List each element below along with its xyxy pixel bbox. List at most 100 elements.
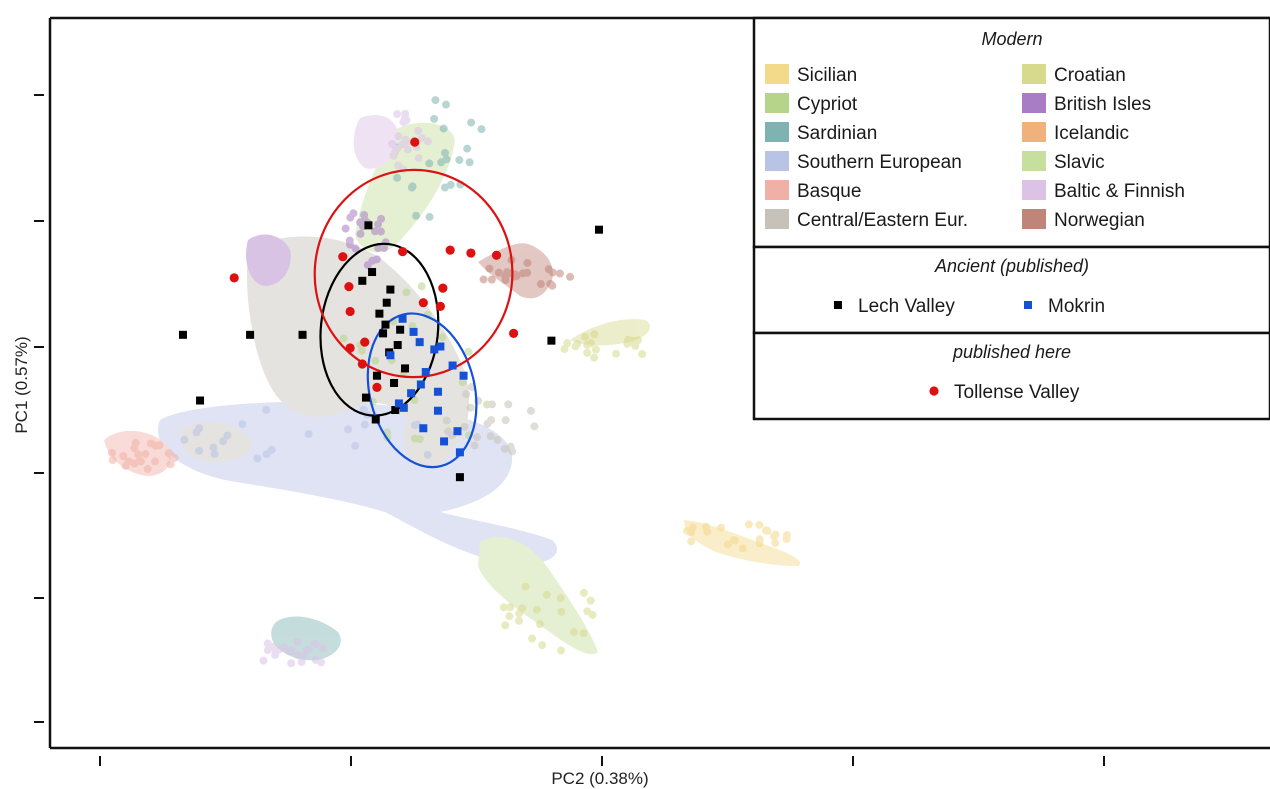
modern-point — [143, 464, 152, 473]
point-lech-valley — [246, 330, 255, 339]
modern-point — [165, 450, 174, 459]
point-tollense-valley — [397, 247, 408, 257]
modern-point — [470, 441, 479, 450]
point-mokrin — [407, 389, 416, 398]
point-tollense-valley — [345, 306, 355, 317]
legend-swatch — [1022, 93, 1046, 113]
point-lech-valley — [368, 268, 377, 277]
modern-point — [210, 449, 219, 458]
modern-point — [339, 334, 348, 343]
modern-point — [345, 236, 354, 245]
modern-point — [463, 144, 472, 153]
legend-label: Sardinian — [797, 123, 877, 144]
modern-point — [414, 154, 423, 163]
modern-point — [591, 345, 600, 354]
legend-modern-entries: Sicilian Croatian Cypriot British Isles Sard… — [765, 64, 1185, 231]
modern-point — [437, 158, 446, 167]
modern-point — [464, 347, 473, 356]
modern-point — [579, 629, 588, 638]
modern-point — [782, 535, 791, 544]
point-tollense-valley — [357, 359, 367, 369]
point-mokrin — [415, 338, 424, 347]
point-mokrin — [436, 342, 445, 351]
modern-point — [546, 279, 555, 288]
point-lech-valley — [364, 221, 373, 230]
modern-point — [499, 603, 508, 612]
modern-point — [317, 658, 326, 667]
modern-point — [358, 346, 367, 355]
legend-swatch — [765, 93, 789, 113]
modern-point — [701, 522, 710, 531]
point-lech-valley — [393, 341, 402, 350]
point-tollense-valley — [410, 137, 420, 147]
point-tollense-valley — [360, 337, 370, 347]
modern-point — [425, 159, 434, 168]
modern-point — [477, 125, 486, 134]
modern-point — [771, 530, 780, 539]
modern-point — [536, 280, 545, 289]
modern-point — [487, 400, 496, 409]
modern-point — [412, 211, 421, 220]
modern-point — [304, 645, 313, 654]
legend-published-here-entries: Tollense Valley — [929, 382, 1080, 403]
modern-point — [219, 437, 228, 446]
modern-point — [195, 424, 204, 433]
modern-point — [371, 227, 380, 236]
point-mokrin — [433, 406, 442, 415]
modern-point — [548, 268, 557, 277]
modern-point — [349, 209, 358, 218]
point-lech-valley — [361, 393, 370, 402]
modern-point — [423, 450, 432, 459]
legend-swatch — [1022, 180, 1046, 200]
point-mokrin — [394, 399, 403, 408]
cloud-slavic — [478, 537, 598, 655]
y-ticks — [34, 94, 44, 723]
modern-point — [209, 443, 218, 452]
modern-point — [563, 339, 572, 348]
point-lech-valley — [381, 320, 390, 329]
point-tollense-valley — [418, 298, 428, 308]
point-lech-valley — [382, 298, 391, 307]
x-axis-label: PC2 (0.38%) — [551, 769, 648, 788]
modern-point — [263, 639, 272, 648]
modern-point — [528, 634, 537, 643]
point-lech-valley — [595, 225, 603, 234]
legend-label: Icelandic — [1054, 123, 1129, 144]
x-ticks — [99, 756, 1105, 766]
point-lech-valley — [178, 330, 187, 339]
modern-point — [341, 224, 350, 233]
modern-point — [223, 431, 232, 440]
modern-point — [717, 523, 726, 532]
legend-swatch — [765, 180, 789, 200]
modern-point — [466, 403, 475, 412]
modern-point — [462, 390, 471, 399]
modern-point — [195, 446, 204, 455]
modern-point — [538, 641, 547, 650]
modern-point — [372, 255, 381, 264]
modern-point — [130, 444, 139, 453]
modern-point — [612, 349, 621, 358]
modern-point — [387, 139, 396, 148]
modern-point — [473, 433, 482, 442]
modern-point — [444, 427, 453, 436]
legend-label: Basque — [797, 181, 861, 202]
modern-point — [438, 333, 447, 342]
modern-point — [501, 275, 510, 284]
modern-point — [393, 144, 402, 153]
point-lech-valley — [358, 276, 367, 285]
modern-point — [439, 124, 448, 133]
modern-point — [486, 432, 495, 441]
legend-ancient-entries: Lech Valley Mokrin — [834, 296, 1105, 317]
modern-point — [569, 628, 578, 637]
modern-point — [441, 148, 450, 157]
legend-label: Tollense Valley — [954, 382, 1080, 403]
modern-point — [557, 607, 566, 616]
modern-point — [744, 520, 753, 529]
legend-label: Croatian — [1054, 65, 1126, 86]
point-lech-valley — [196, 396, 205, 405]
point-lech-valley — [298, 330, 307, 339]
modern-point — [417, 134, 426, 143]
modern-point — [688, 523, 697, 532]
point-lech-valley — [375, 309, 384, 318]
modern-point — [556, 594, 565, 603]
